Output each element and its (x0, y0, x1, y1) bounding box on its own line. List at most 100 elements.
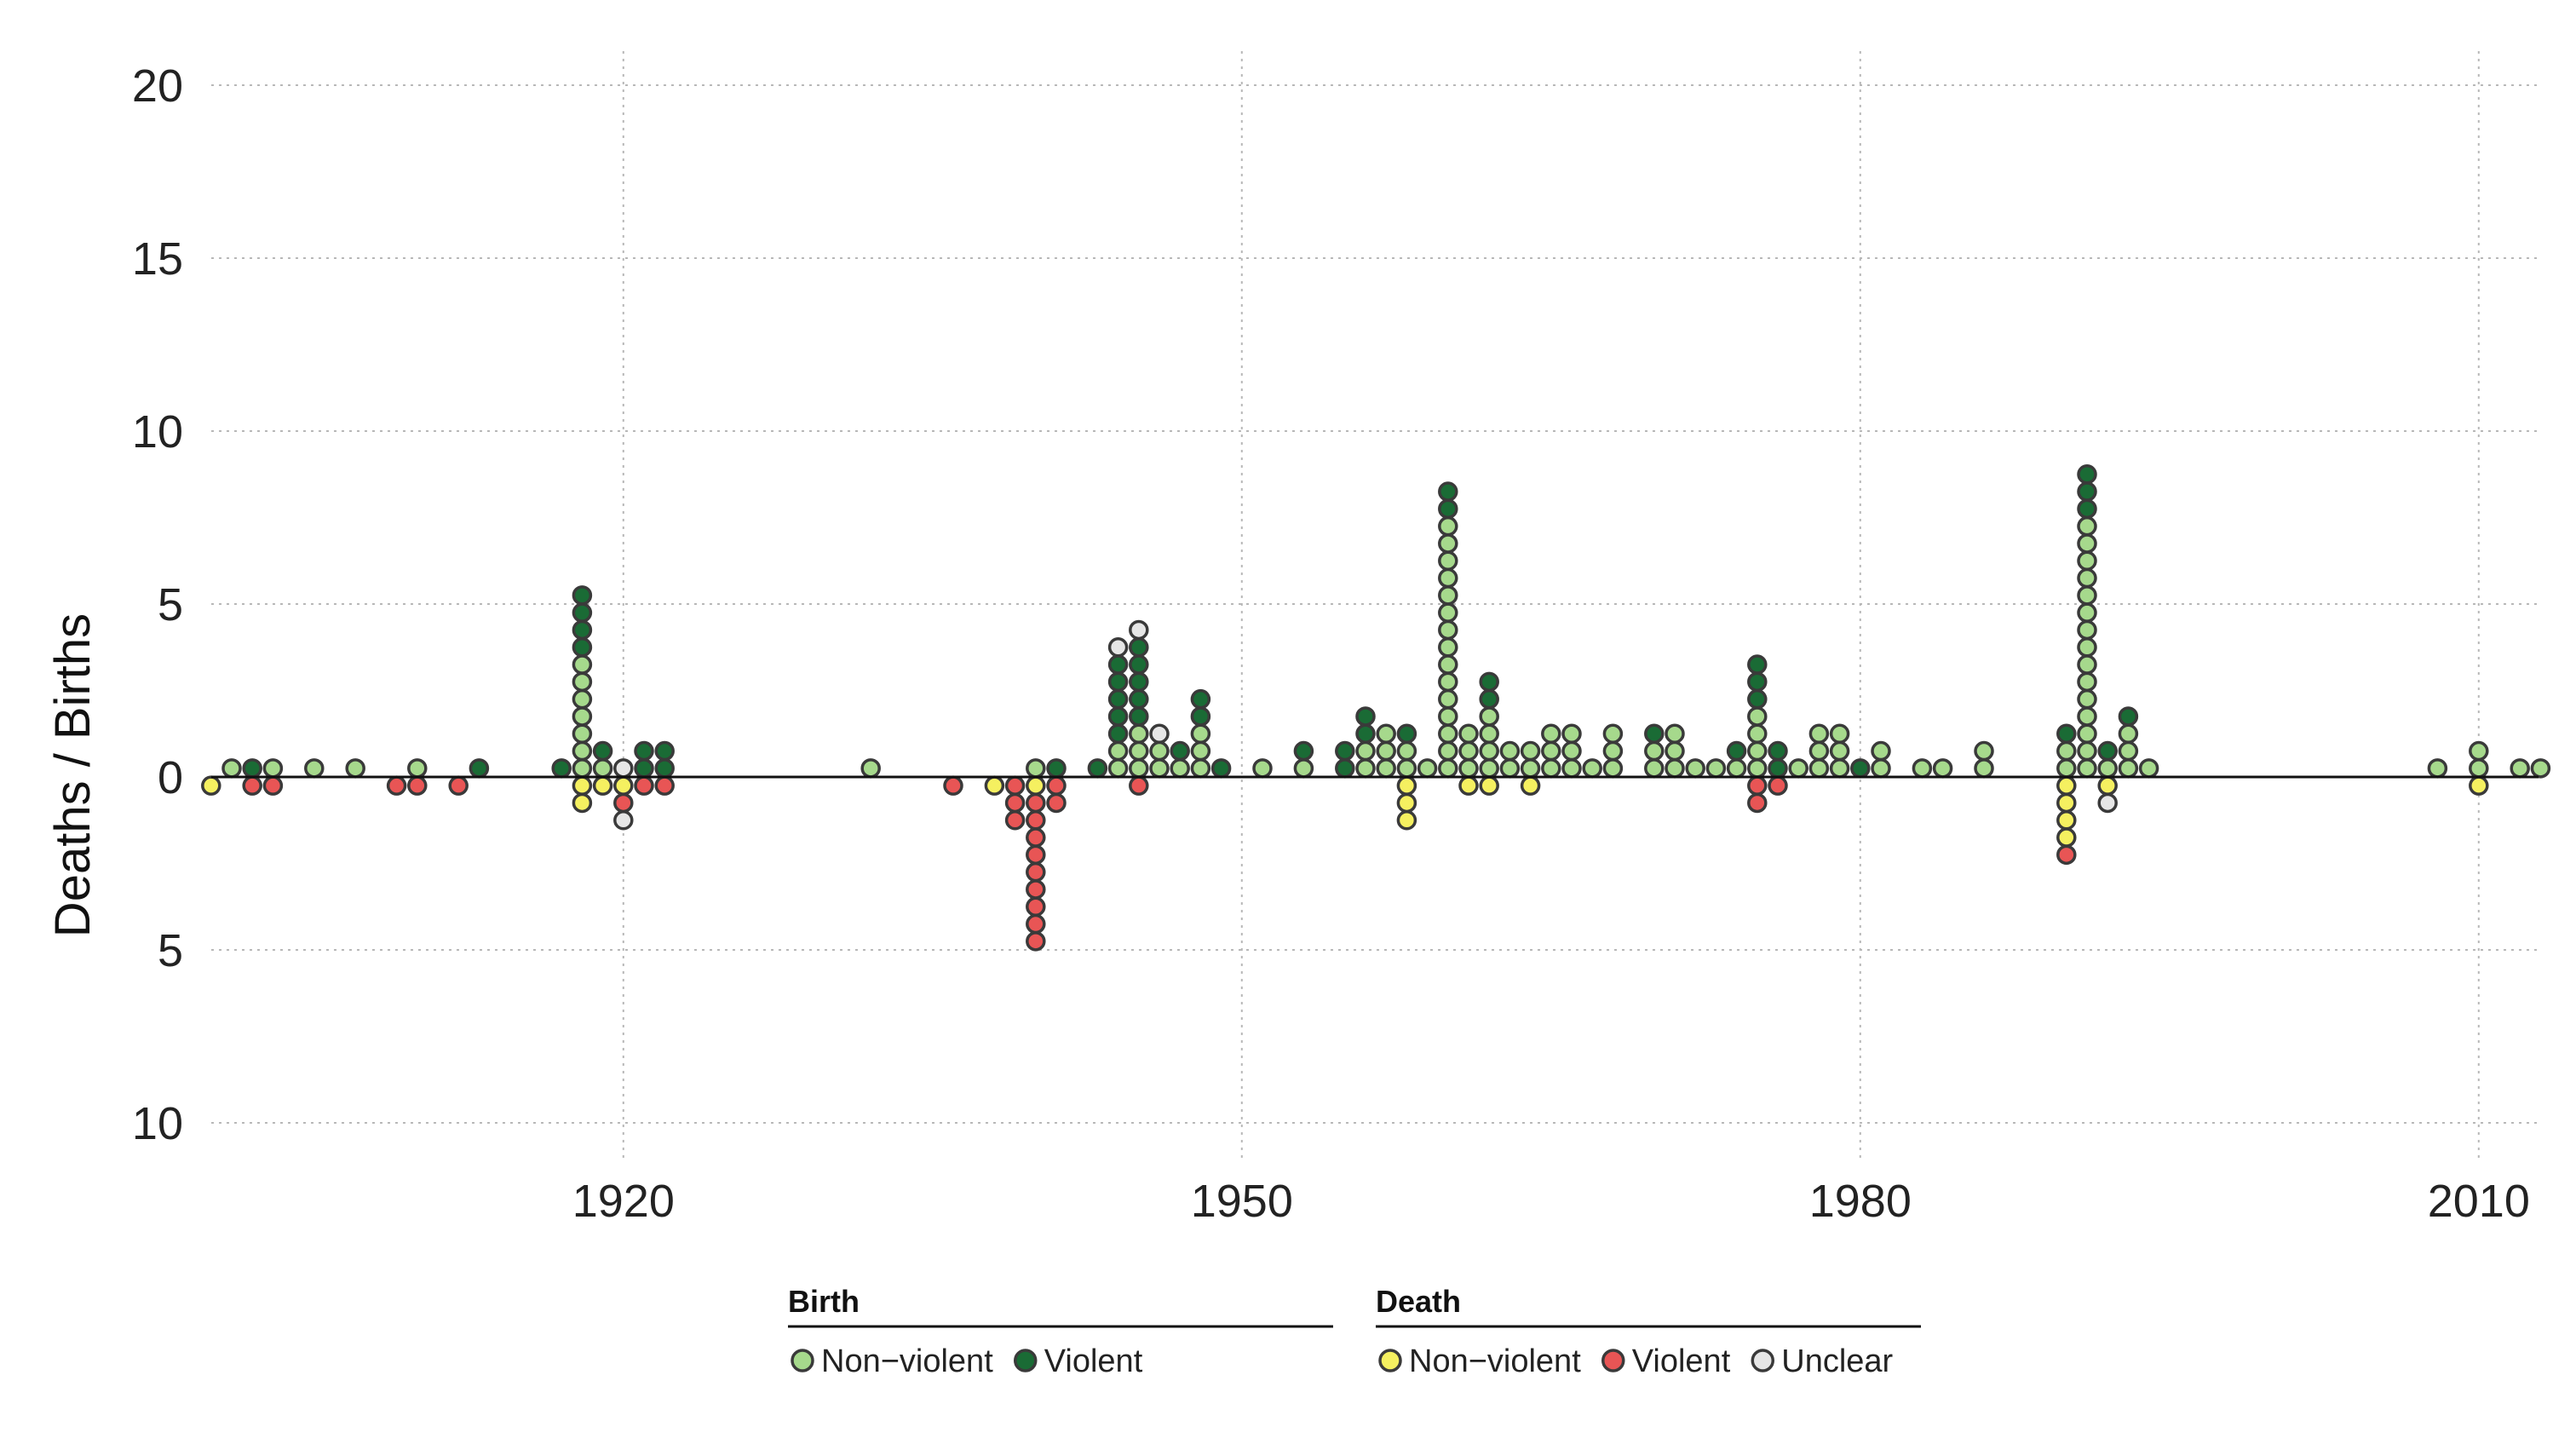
data-dot (2077, 550, 2097, 571)
data-dot (1747, 792, 1768, 814)
y-tick-label: 5 (158, 925, 183, 976)
data-dot (1561, 740, 1582, 762)
data-dot (2118, 706, 2139, 727)
grid (211, 51, 2539, 1159)
data-dot (2077, 758, 2097, 779)
x-tick-label: 1980 (1809, 1176, 1912, 1227)
data-dot (2056, 844, 2077, 866)
data-dot (613, 810, 634, 831)
data-dot (1190, 758, 1211, 779)
data-dot (572, 706, 593, 727)
data-dot (1396, 758, 1417, 779)
legend-key (1014, 1349, 1038, 1372)
data-dot (592, 775, 613, 796)
data-dot (1561, 758, 1582, 779)
data-dot (2056, 792, 2077, 814)
data-dot (1026, 792, 1046, 814)
data-dot (1129, 775, 1149, 796)
data-dot (2097, 758, 2118, 779)
data-dot (1541, 758, 1561, 779)
data-dot (1768, 758, 1788, 779)
data-dot (1438, 671, 1458, 693)
data-dot (2077, 723, 2097, 744)
data-dot (1665, 758, 1685, 779)
legend-label: Non−violent (821, 1344, 993, 1379)
data-dot (1026, 827, 1046, 848)
data-dot (1293, 758, 1314, 779)
data-dot (1747, 775, 1768, 796)
data-dot (1747, 654, 1768, 675)
data-dot (1149, 740, 1170, 762)
data-dot (1561, 723, 1582, 744)
data-dot (1747, 688, 1768, 710)
data-dot (1438, 723, 1458, 744)
legend-label: Unclear (1781, 1344, 1893, 1379)
data-dot (2510, 758, 2530, 779)
data-dot (2138, 758, 2159, 779)
data-dot (1747, 758, 1768, 779)
data-dot (1396, 810, 1417, 831)
data-dot (2077, 688, 2097, 710)
data-dot (1170, 740, 1190, 762)
data-dot (1438, 533, 1458, 554)
data-dot (1644, 723, 1665, 744)
data-dot (572, 654, 593, 675)
data-dot (1808, 740, 1830, 762)
data-dot (2469, 758, 2489, 779)
y-tick-label: 10 (132, 406, 183, 457)
data-dot (1129, 619, 1149, 641)
y-tick-label: 15 (132, 233, 183, 285)
data-dot (1129, 758, 1149, 779)
data-dot (1871, 758, 1891, 779)
data-dot (572, 792, 593, 814)
data-dot (1602, 740, 1624, 762)
data-dot (2469, 775, 2489, 796)
data-dot (1026, 931, 1046, 952)
data-dot (1129, 688, 1149, 710)
data-dot (1438, 758, 1458, 779)
data-dot (2077, 619, 2097, 641)
data-dot (1438, 706, 1458, 727)
data-dot (2077, 515, 2097, 537)
data-dot (613, 758, 634, 779)
data-dot (1190, 706, 1211, 727)
data-dot (1004, 775, 1026, 796)
data-dot (1293, 740, 1314, 762)
data-dot (448, 775, 469, 796)
data-dot (1376, 723, 1396, 744)
data-dot (1479, 688, 1499, 710)
legend-group-birth: Birth Non−violent Violent (788, 1284, 1333, 1379)
data-dot (572, 585, 593, 606)
data-dot (1747, 740, 1768, 762)
data-dot (1252, 758, 1273, 779)
data-dot (2077, 533, 2097, 554)
data-dot (1541, 723, 1561, 744)
data-dot (1726, 740, 1747, 762)
data-dots (201, 464, 2551, 952)
data-dot (1479, 706, 1499, 727)
data-dot (572, 602, 593, 623)
data-dot (592, 740, 613, 762)
data-dot (304, 758, 325, 779)
data-dot (1026, 844, 1046, 866)
data-dot (2077, 481, 2097, 502)
data-dot (1026, 758, 1046, 779)
data-dot (1004, 810, 1026, 831)
data-dot (1665, 723, 1685, 744)
data-dot (613, 792, 634, 814)
data-dot (345, 758, 365, 779)
data-dot (1355, 740, 1376, 762)
data-dot (407, 758, 428, 779)
data-dot (1768, 775, 1788, 796)
data-dot (1438, 740, 1458, 762)
data-dot (860, 758, 881, 779)
y-tick-label: 10 (132, 1098, 183, 1149)
legend-group-death: Death Non−violent Violent Unclear (1376, 1284, 1921, 1379)
data-dot (1046, 792, 1067, 814)
y-tick-label: 0 (158, 752, 183, 803)
y-axis-title: Deaths / Births (45, 613, 101, 937)
legend-key (1601, 1349, 1625, 1372)
legend-key (791, 1349, 814, 1372)
data-dot (1438, 637, 1458, 658)
